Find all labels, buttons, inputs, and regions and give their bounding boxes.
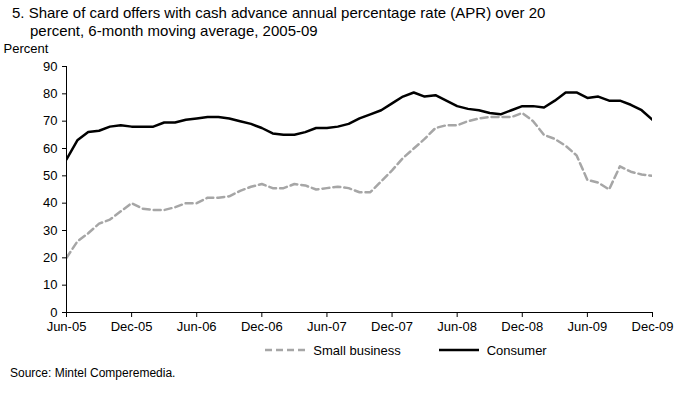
svg-text:Dec-08: Dec-08 bbox=[501, 319, 543, 334]
svg-text:Dec-09: Dec-09 bbox=[632, 319, 674, 334]
svg-text:Dec-06: Dec-06 bbox=[241, 319, 283, 334]
svg-text:Jun-05: Jun-05 bbox=[47, 319, 87, 334]
svg-text:80: 80 bbox=[43, 86, 57, 101]
html-text:Consumer: Consumer bbox=[486, 342, 547, 358]
svg-text:10: 10 bbox=[43, 277, 57, 292]
svg-text:70: 70 bbox=[43, 113, 57, 128]
svg-text:Dec-05: Dec-05 bbox=[111, 319, 153, 334]
svg-text:30: 30 bbox=[43, 223, 57, 238]
svg-text:Dec-07: Dec-07 bbox=[371, 319, 413, 334]
svg-text:Jun-06: Jun-06 bbox=[177, 319, 217, 334]
svg-text:50: 50 bbox=[43, 168, 57, 183]
html-text:Source: Mintel Comperemedia.: Source: Mintel Comperemedia. bbox=[10, 366, 176, 380]
svg-text:40: 40 bbox=[43, 195, 57, 210]
svg-text:Jun-08: Jun-08 bbox=[437, 319, 477, 334]
svg-text:Percent: Percent bbox=[4, 41, 49, 56]
svg-text:90: 90 bbox=[43, 59, 57, 74]
svg-text:60: 60 bbox=[43, 141, 57, 156]
html-text:5. Share of card offers with c: 5. Share of card offers with cash advanc… bbox=[12, 4, 546, 39]
svg-text:Jun-07: Jun-07 bbox=[307, 319, 347, 334]
svg-text:0: 0 bbox=[50, 305, 57, 320]
svg-text:Jun-09: Jun-09 bbox=[568, 319, 608, 334]
svg-text:20: 20 bbox=[43, 250, 57, 265]
html-text:Small business: Small business bbox=[313, 342, 401, 358]
